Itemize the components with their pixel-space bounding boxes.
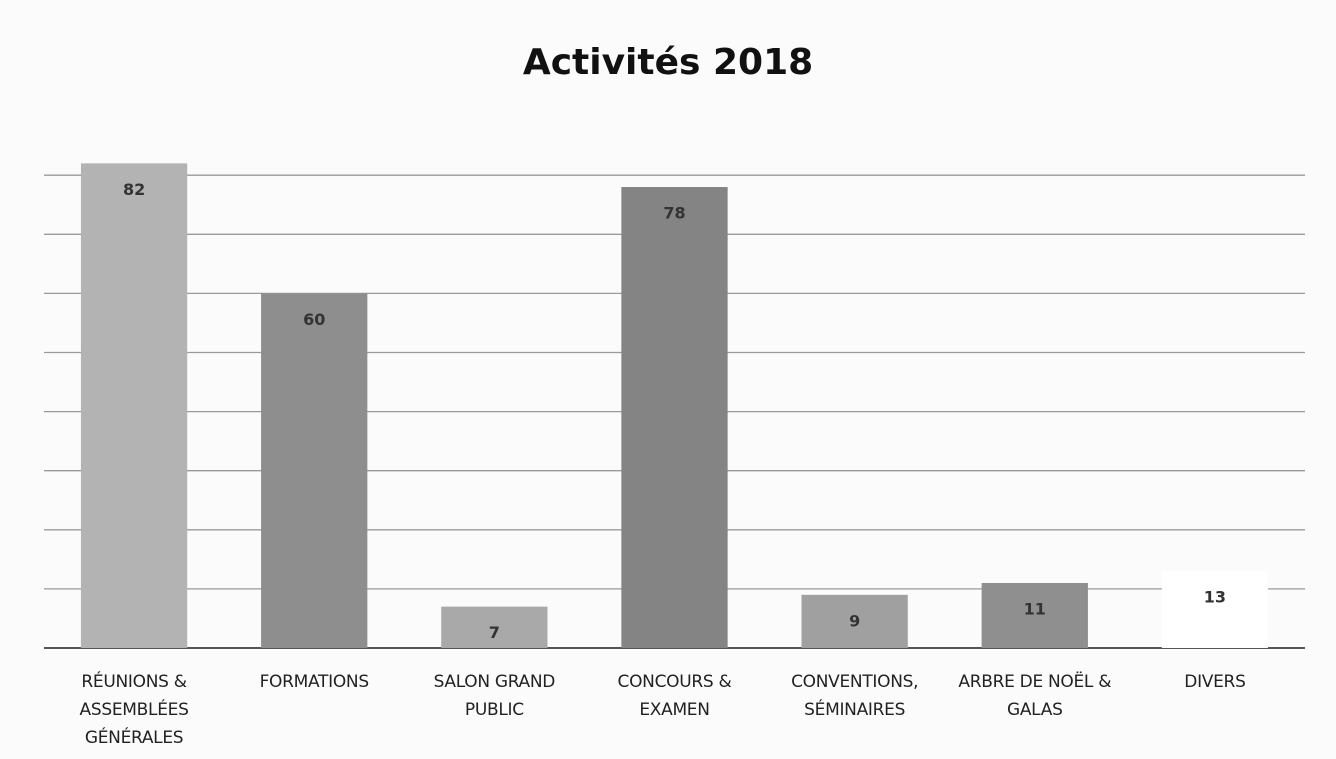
x-tick-label: ARBRE DE NOËL & GALAS: [958, 672, 1112, 720]
data-label: 9: [849, 611, 860, 630]
bar: [80, 163, 188, 648]
data-label: 78: [663, 204, 685, 223]
bar: [801, 594, 908, 648]
data-label: 60: [303, 310, 325, 329]
data-label: 11: [1024, 599, 1046, 618]
bar: [1161, 571, 1269, 648]
x-tick-label: SALON GRAND PUBLIC: [433, 672, 556, 720]
data-label: 13: [1204, 588, 1226, 607]
x-tick-label: DIVERS: [1184, 672, 1246, 692]
bar: [621, 187, 728, 648]
x-tick-label: RÉUNIONS & ASSEMBLÉES GÉNÉRALES: [79, 672, 189, 748]
bar: [441, 606, 548, 648]
x-tick-label: FORMATIONS: [259, 672, 370, 692]
data-label: 82: [123, 180, 145, 199]
x-tick-label: CONVENTIONS, SÉMINAIRES: [791, 672, 919, 720]
data-label: 7: [489, 623, 500, 642]
bar: [981, 582, 1088, 648]
chart-title: Activités 2018: [523, 42, 813, 83]
bar: [261, 293, 368, 648]
x-tick-label: CONCOURS & EXAMEN: [617, 672, 732, 720]
